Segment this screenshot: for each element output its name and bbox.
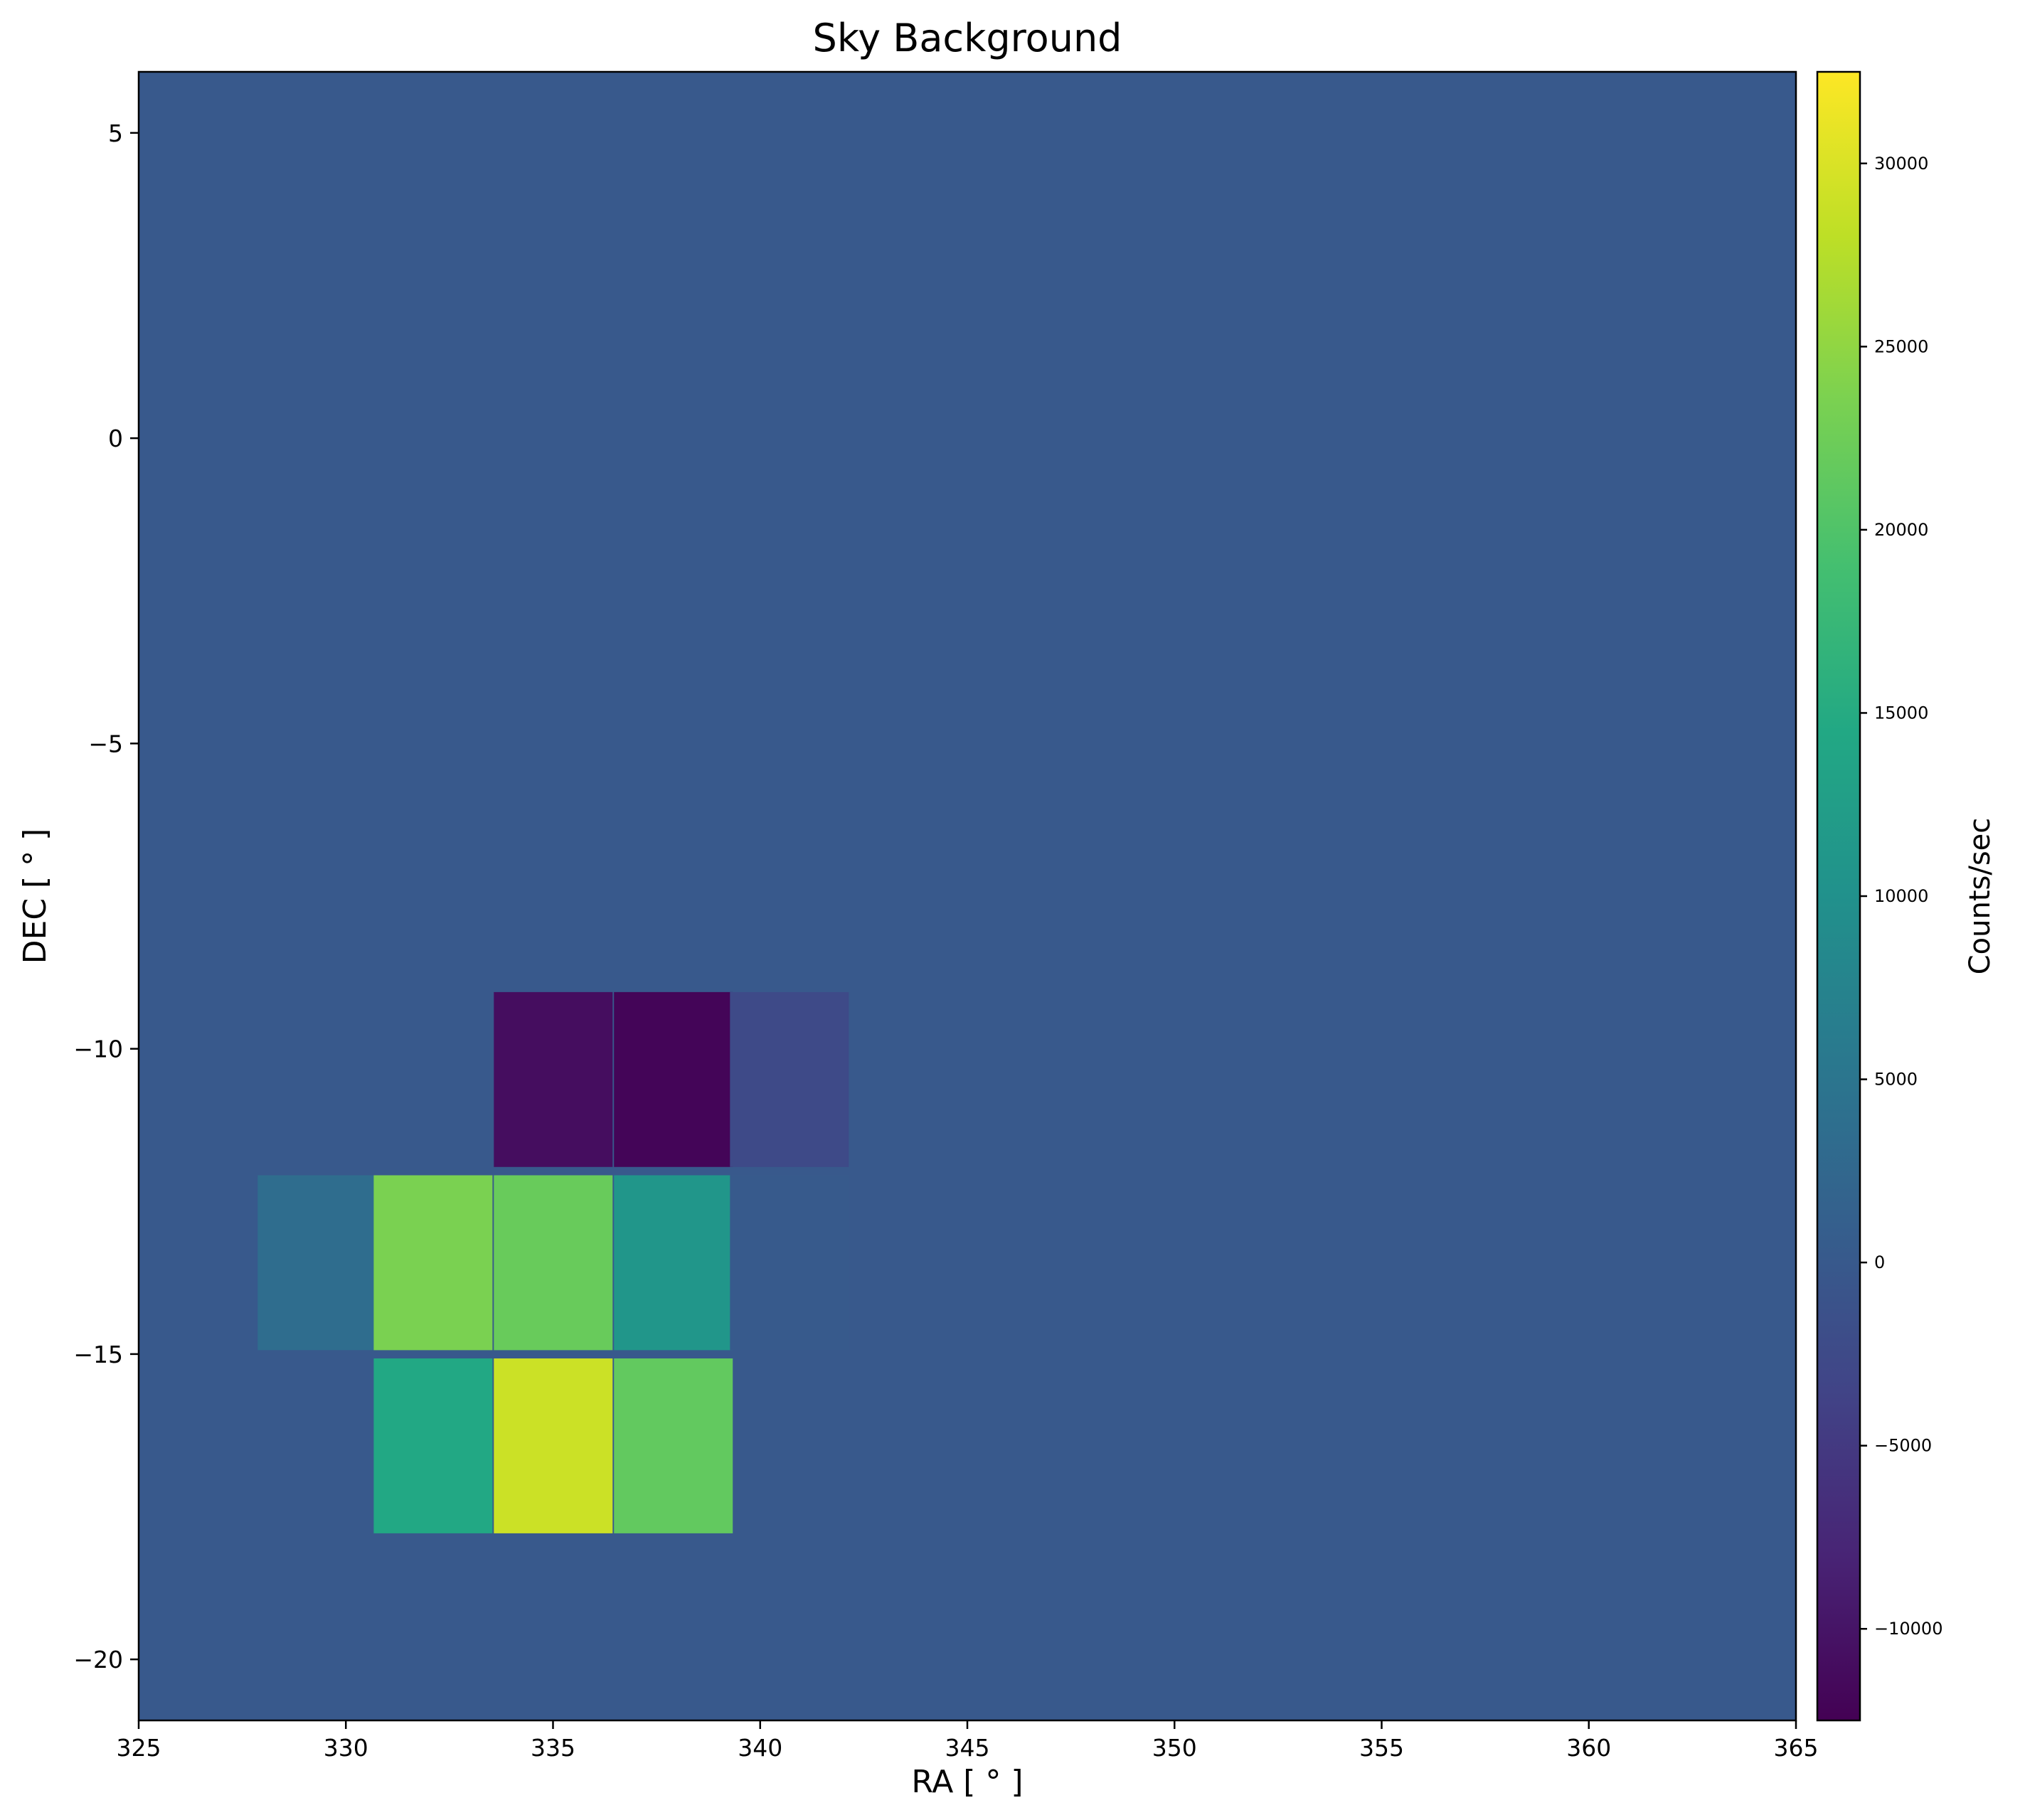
x-tick-label: 355: [1359, 1734, 1404, 1762]
x-tick-label: 330: [324, 1734, 368, 1762]
colorbar-axis: 30000 25000 20000 15000 10000 5000 0 −5000 −1000…: [1860, 154, 1942, 1639]
colorbar-tick-label: 15000: [1874, 703, 1928, 723]
y-tick-label: 5: [108, 119, 123, 147]
heatmap-cell: [614, 1358, 733, 1533]
heatmap-cell: [494, 1175, 613, 1351]
x-tick-label: 360: [1566, 1734, 1611, 1762]
colorbar-tick-label: 0: [1874, 1252, 1885, 1272]
colorbar-tick-label: 30000: [1874, 154, 1928, 174]
chart-title: Sky Background: [813, 16, 1122, 60]
colorbar-tick-label: −10000: [1874, 1619, 1942, 1639]
x-tick-label: 335: [531, 1734, 575, 1762]
heatmap-cell: [730, 991, 849, 1167]
colorbar-tick-label: 10000: [1874, 886, 1928, 906]
x-axis-label: RA [ ° ]: [911, 1764, 1023, 1800]
x-axis: 325 330 335 340 345 350 355 360 365: [117, 1720, 1819, 1762]
x-tick-label: 340: [738, 1734, 782, 1762]
x-tick-label: 345: [945, 1734, 990, 1762]
heatmap-cell: [494, 991, 613, 1167]
colorbar-tick-label: 25000: [1874, 336, 1928, 356]
y-axis: 5 0 −5 −10 −15 −20: [73, 119, 139, 1673]
y-axis-label: DEC [ ° ]: [17, 829, 53, 964]
heatmap-cell: [494, 1358, 613, 1533]
colorbar: [1816, 70, 1861, 1722]
heatmap-cell: [730, 1175, 849, 1351]
x-tick-label: 325: [117, 1734, 161, 1762]
heatmap-cell: [614, 1175, 733, 1351]
colorbar-tick-label: 5000: [1874, 1070, 1918, 1090]
colorbar-tick-label: 20000: [1874, 520, 1928, 540]
heatmap-cell: [373, 1358, 493, 1533]
heatmap-cells: [257, 991, 849, 1533]
colorbar-tick-label: −5000: [1874, 1436, 1932, 1456]
y-tick-label: 0: [108, 425, 123, 452]
y-tick-label: −10: [73, 1036, 123, 1063]
colorbar-label: Counts/sec: [1964, 818, 1997, 975]
heatmap-cell: [257, 1175, 377, 1351]
y-tick-label: −15: [73, 1341, 123, 1368]
heatmap-cell: [614, 991, 733, 1167]
x-tick-label: 365: [1774, 1734, 1819, 1762]
heatmap-cell: [373, 1175, 493, 1351]
y-tick-label: −20: [73, 1646, 123, 1673]
x-tick-label: 350: [1152, 1734, 1197, 1762]
y-tick-label: −5: [88, 730, 123, 757]
